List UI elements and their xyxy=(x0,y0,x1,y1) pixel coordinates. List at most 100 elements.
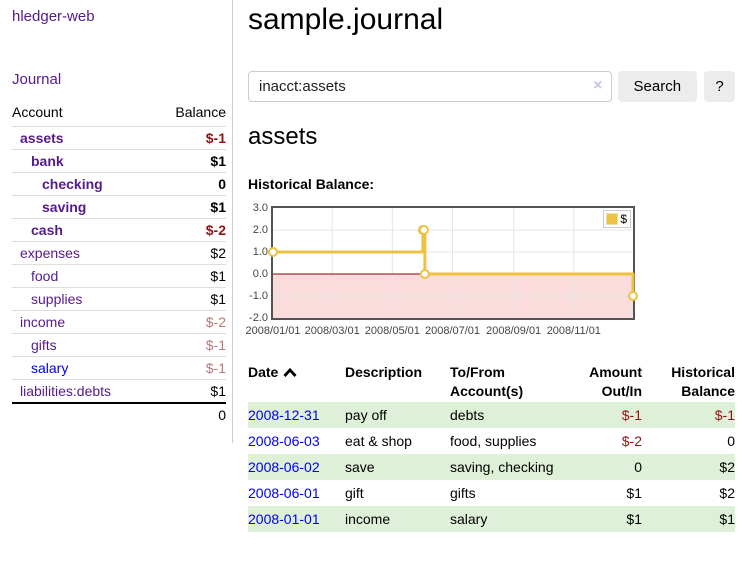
register-header-date: Date xyxy=(248,362,345,402)
account-link[interactable]: gifts xyxy=(31,337,57,353)
account-balance: $1 xyxy=(153,195,226,219)
account-balance: $-1 xyxy=(153,356,226,380)
transaction-date-link[interactable]: 2008-06-01 xyxy=(248,485,320,501)
account-link[interactable]: checking xyxy=(42,176,103,192)
account-balance: $1 xyxy=(153,264,226,288)
transaction-date-link[interactable]: 2008-06-02 xyxy=(248,459,320,475)
accounts-header-balance: Balance xyxy=(175,104,226,120)
account-balance: $-1 xyxy=(153,126,226,150)
clear-search-icon[interactable]: × xyxy=(593,77,603,94)
account-row: supplies $1 xyxy=(12,287,226,311)
transaction-description: gift xyxy=(345,485,364,501)
account-link[interactable]: food xyxy=(31,268,59,284)
account-link[interactable]: saving xyxy=(42,199,87,215)
account-row: income $-2 xyxy=(12,310,226,334)
x-axis-tick-label: 2008/03/01 xyxy=(304,325,360,337)
chart-plot-area xyxy=(268,206,638,320)
transaction-description: income xyxy=(345,511,391,527)
register-row: 2008-06-03 eat & shop food, supplies $-2 0 xyxy=(248,428,735,454)
transaction-accounts: saving, checking xyxy=(450,459,554,475)
account-balance: 0 xyxy=(153,172,226,196)
account-balance: $1 xyxy=(153,287,226,311)
register-row: 2008-01-01 income salary $1 $1 xyxy=(248,506,735,532)
account-link[interactable]: supplies xyxy=(31,291,83,307)
accounts-total-row: 0 xyxy=(12,402,226,426)
transaction-balance: 0 xyxy=(727,433,735,449)
y-axis-tick-label: -2.0 xyxy=(249,311,268,324)
x-axis-tick-label: 2008/01/01 xyxy=(245,325,301,337)
chart-title: Historical Balance: xyxy=(248,176,375,192)
transaction-description: save xyxy=(345,459,375,475)
search-input[interactable] xyxy=(248,71,612,102)
accounts-header-account: Account xyxy=(12,104,63,120)
account-row: bank $1 xyxy=(12,149,226,173)
account-balance: $-2 xyxy=(153,310,226,334)
legend-swatch-icon xyxy=(606,213,619,225)
account-row: salary $-1 xyxy=(12,356,226,380)
account-row: liabilities:debts $1 xyxy=(12,379,226,403)
register-row: 2008-12-31 pay off debts $-1 $-1 xyxy=(248,402,735,428)
x-axis-tick-label: 2008/09/01 xyxy=(486,325,542,337)
account-link[interactable]: cash xyxy=(31,222,63,238)
account-link[interactable]: income xyxy=(20,314,66,330)
register-row: 2008-06-01 gift gifts $1 $2 xyxy=(248,480,735,506)
transaction-balance: $1 xyxy=(719,511,735,527)
account-balance: $-1 xyxy=(153,333,226,357)
register-header-amount: Amount Out/In xyxy=(589,364,642,399)
search-form: × Search ? xyxy=(248,71,735,102)
y-axis-tick-label: -1.0 xyxy=(249,289,268,302)
account-balance: $2 xyxy=(153,241,226,265)
register-header-balance: Historical Balance xyxy=(671,364,735,399)
transaction-description: eat & shop xyxy=(345,433,412,449)
account-row: food $1 xyxy=(12,264,226,288)
account-heading: assets xyxy=(248,123,318,150)
transaction-date-link[interactable]: 2008-01-01 xyxy=(248,511,320,527)
accounts-total-value: 0 xyxy=(12,402,226,426)
account-row: gifts $-1 xyxy=(12,333,226,357)
account-row: cash $-2 xyxy=(12,218,226,242)
transaction-amount: $1 xyxy=(626,511,642,527)
account-link[interactable]: salary xyxy=(31,360,69,376)
sidebar: hledger-web Journal Account Balance asse… xyxy=(0,0,233,443)
account-link[interactable]: bank xyxy=(31,153,64,169)
account-row: saving $1 xyxy=(12,195,226,219)
y-axis-tick-label: 2.0 xyxy=(252,223,268,236)
historical-balance-chart: 3.0 2.0 1.0 0.0 -1.0 -2.0 2008/01/01 2008/03/01… xyxy=(245,197,735,347)
transaction-accounts: salary xyxy=(450,511,488,527)
help-button[interactable]: ? xyxy=(704,71,735,102)
register-row: 2008-06-02 save saving, checking 0 $2 xyxy=(248,454,735,480)
transaction-balance: $2 xyxy=(719,485,735,501)
sidebar-item-journal[interactable]: Journal xyxy=(12,71,62,88)
account-balance: $-2 xyxy=(153,218,226,242)
transaction-accounts: debts xyxy=(450,407,485,423)
chart-legend: $ xyxy=(603,210,631,228)
account-link[interactable]: assets xyxy=(20,130,64,146)
register-table: Date Description To/From Account(s) Amoun… xyxy=(248,362,735,532)
account-link[interactable]: liabilities:debts xyxy=(20,383,112,399)
transaction-amount: $-1 xyxy=(621,407,642,423)
transaction-date-link[interactable]: 2008-12-31 xyxy=(248,407,320,423)
transaction-accounts: food, supplies xyxy=(450,433,537,449)
transaction-amount: $-2 xyxy=(621,433,642,449)
x-axis-tick-label: 2008/07/01 xyxy=(424,325,481,337)
account-row: checking 0 xyxy=(12,172,226,196)
chart-canvas xyxy=(268,208,638,318)
transaction-amount: 0 xyxy=(634,459,642,475)
account-balance: $1 xyxy=(153,379,226,403)
x-axis-tick-label: 2008/05/01 xyxy=(364,325,420,337)
transaction-amount: $1 xyxy=(626,485,642,501)
account-row: expenses $2 xyxy=(12,241,226,265)
transaction-balance: $-1 xyxy=(714,407,735,423)
account-balance: $1 xyxy=(153,149,226,173)
y-axis-tick-label: 1.0 xyxy=(252,245,268,258)
account-link[interactable]: expenses xyxy=(20,245,80,261)
register-header-description: Description xyxy=(345,364,423,380)
app-brand-link[interactable]: hledger-web xyxy=(12,8,95,25)
transaction-balance: $2 xyxy=(719,459,735,475)
transaction-date-link[interactable]: 2008-06-03 xyxy=(248,433,320,449)
search-button[interactable]: Search xyxy=(617,71,698,102)
y-axis-tick-label: 3.0 xyxy=(252,201,268,214)
main-content: sample.journal × Search ? assets Histori… xyxy=(245,0,735,532)
x-axis-tick-label: 2008/11/01 xyxy=(546,325,601,337)
register-header-accounts: To/From Account(s) xyxy=(450,364,524,399)
